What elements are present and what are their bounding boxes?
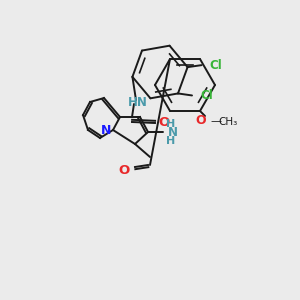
Text: Cl: Cl (200, 89, 213, 102)
Text: N: N (100, 124, 111, 136)
Text: Cl: Cl (210, 58, 222, 72)
Text: N: N (168, 125, 178, 139)
Text: CH₃: CH₃ (218, 117, 237, 127)
Text: H: H (166, 136, 175, 146)
Text: HN: HN (128, 97, 148, 110)
Text: —: — (210, 116, 221, 126)
Text: O: O (119, 164, 130, 176)
Text: O: O (195, 115, 206, 128)
Text: O: O (158, 116, 169, 130)
Text: H: H (166, 119, 175, 129)
